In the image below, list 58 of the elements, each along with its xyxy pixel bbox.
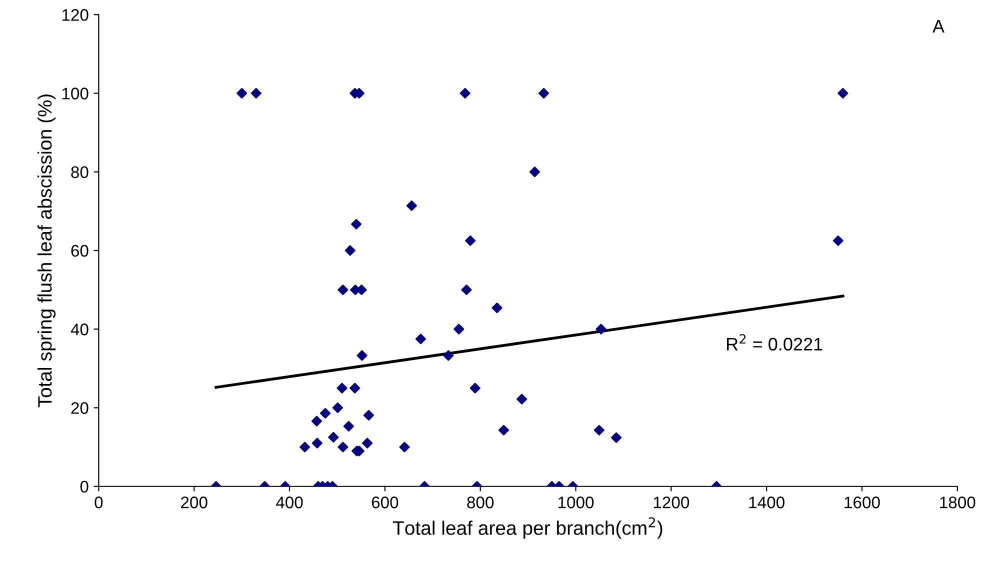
point [362, 438, 373, 448]
point [250, 88, 262, 99]
x-tick-label: 1800 [940, 496, 976, 508]
y-tick-label: 60 [71, 244, 88, 257]
point [311, 416, 322, 426]
x-tick-label: 400 [276, 496, 303, 508]
x-tick-label: 1400 [749, 496, 784, 508]
point [594, 424, 604, 436]
point [454, 324, 464, 334]
y-tick-label: 0 [80, 480, 88, 493]
y-tick-label: 40 [70, 324, 88, 336]
point [443, 350, 454, 361]
x-tick-label: 1200 [654, 496, 690, 508]
point [351, 218, 362, 230]
x-tick-label: 200 [181, 496, 208, 508]
y-tick-label: 100 [62, 88, 88, 100]
y-axis-title: Total spring flush leaf abscission (%) [37, 94, 56, 408]
point [338, 442, 348, 452]
y-tick-label: 120 [62, 9, 88, 21]
point [516, 394, 528, 404]
point [363, 410, 374, 421]
point [461, 284, 472, 296]
x-tick-label: 0 [94, 496, 103, 508]
point [299, 442, 310, 452]
point [470, 382, 480, 394]
point [832, 235, 844, 246]
x-axis-title: Total leaf area per branch(cm$^{2}$) [392, 517, 662, 539]
annotation: R$^{2}$ = 0.0221 [727, 334, 822, 351]
point [344, 245, 356, 256]
x-tick-label: 1000 [558, 496, 594, 508]
point [529, 166, 540, 178]
point [338, 284, 348, 296]
point [415, 334, 426, 344]
point [356, 350, 368, 361]
point [312, 438, 322, 448]
x-tick-label: 600 [372, 496, 398, 508]
point [332, 402, 344, 414]
point [236, 88, 248, 99]
x-tick-label: 800 [467, 496, 494, 508]
point [465, 235, 476, 246]
point [350, 382, 360, 394]
point [343, 420, 354, 432]
x-tick-label: 1600 [844, 496, 880, 508]
point [492, 302, 502, 314]
annotation: A [932, 20, 944, 32]
point [399, 442, 410, 452]
point [328, 432, 339, 443]
point [498, 424, 510, 436]
point [336, 382, 348, 394]
point [406, 200, 417, 211]
y-tick-label: 20 [71, 402, 88, 414]
point [838, 88, 848, 99]
point [596, 324, 606, 334]
point [538, 88, 550, 99]
point [320, 408, 331, 419]
y-tick-label: 80 [71, 166, 88, 178]
point [610, 432, 622, 443]
point [460, 88, 470, 99]
